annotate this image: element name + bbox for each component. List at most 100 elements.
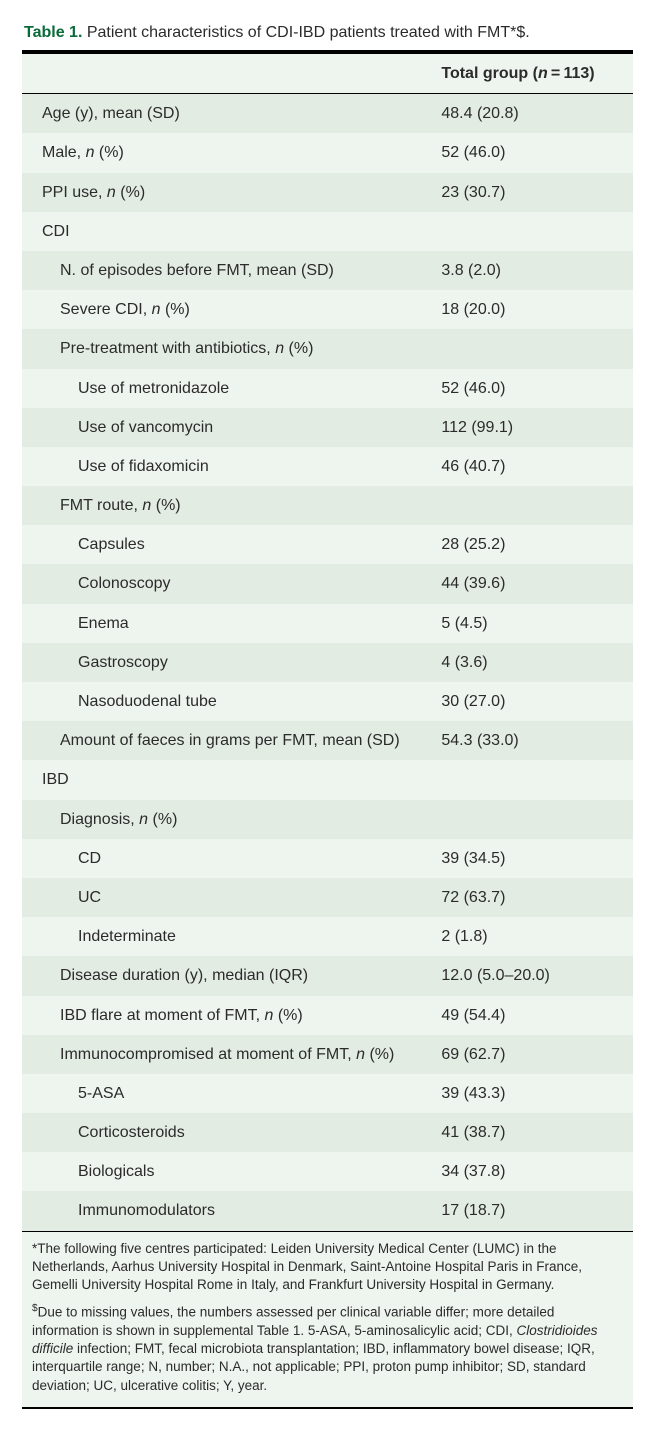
row-value: 69 (62.7) bbox=[431, 1035, 633, 1074]
row-label: Enema bbox=[22, 604, 431, 643]
row-label: Male, n (%) bbox=[22, 133, 431, 172]
row-label-text: Indeterminate bbox=[32, 927, 421, 946]
row-label: Amount of faeces in grams per FMT, mean … bbox=[22, 721, 431, 760]
table-row: Biologicals 34 (37.8) bbox=[22, 1152, 633, 1191]
table-row: N. of episodes before FMT, mean (SD)3.8 … bbox=[22, 251, 633, 290]
row-label: IBD flare at moment of FMT, n (%) bbox=[22, 996, 431, 1035]
table-row: Amount of faeces in grams per FMT, mean … bbox=[22, 721, 633, 760]
row-label-text: Immunomodulators bbox=[32, 1201, 421, 1220]
row-label: FMT route, n (%) bbox=[22, 486, 431, 525]
row-label-text: FMT route, n (%) bbox=[32, 496, 421, 515]
table-row: CDI bbox=[22, 212, 633, 251]
row-label-text: Nasoduodenal tube bbox=[32, 692, 421, 711]
row-label-text: Colonoscopy bbox=[32, 574, 421, 593]
table-footnotes: *The following five centres participated… bbox=[22, 1232, 633, 1407]
table-row: Colonoscopy 44 (39.6) bbox=[22, 564, 633, 603]
table-title: Patient characteristics of CDI-IBD patie… bbox=[87, 24, 530, 41]
row-label-text: Corticosteroids bbox=[32, 1123, 421, 1142]
row-value: 30 (27.0) bbox=[431, 682, 633, 721]
row-label-text: CD bbox=[32, 849, 421, 868]
row-label: Severe CDI, n (%) bbox=[22, 290, 431, 329]
row-label: Use of metronidazole bbox=[22, 369, 431, 408]
table-row: Gastroscopy 4 (3.6) bbox=[22, 643, 633, 682]
row-value: 12.0 (5.0–20.0) bbox=[431, 956, 633, 995]
row-value: 17 (18.7) bbox=[431, 1191, 633, 1231]
row-label-text: IBD flare at moment of FMT, n (%) bbox=[32, 1006, 421, 1025]
table-row: Use of vancomycin 112 (99.1) bbox=[22, 408, 633, 447]
row-label: PPI use, n (%) bbox=[22, 173, 431, 212]
table-row: Immunomodulators 17 (18.7) bbox=[22, 1191, 633, 1231]
row-label-text: IBD bbox=[32, 770, 421, 789]
row-value: 18 (20.0) bbox=[431, 290, 633, 329]
row-label: Gastroscopy bbox=[22, 643, 431, 682]
row-label-text: Gastroscopy bbox=[32, 653, 421, 672]
row-label-text: Use of vancomycin bbox=[32, 418, 421, 437]
row-label: Age (y), mean (SD) bbox=[22, 94, 431, 134]
row-value: 52 (46.0) bbox=[431, 369, 633, 408]
row-label-text: Age (y), mean (SD) bbox=[32, 104, 421, 123]
row-label: IBD bbox=[22, 760, 431, 799]
table-row: Severe CDI, n (%)18 (20.0) bbox=[22, 290, 633, 329]
row-label: Capsules bbox=[22, 525, 431, 564]
table-body: Age (y), mean (SD)48.4 (20.8)Male, n (%)… bbox=[22, 94, 633, 1231]
row-label: Diagnosis, n (%) bbox=[22, 800, 431, 839]
table-row: Enema 5 (4.5) bbox=[22, 604, 633, 643]
row-value: 2 (1.8) bbox=[431, 917, 633, 956]
row-value: 34 (37.8) bbox=[431, 1152, 633, 1191]
row-value: 4 (3.6) bbox=[431, 643, 633, 682]
row-value: 3.8 (2.0) bbox=[431, 251, 633, 290]
row-label-text: PPI use, n (%) bbox=[32, 183, 421, 202]
table-row: Use of fidaxomicin 46 (40.7) bbox=[22, 447, 633, 486]
patient-characteristics-table: Total group (n = 113) Age (y), mean (SD)… bbox=[22, 52, 633, 1232]
footnote: $Due to missing values, the numbers asse… bbox=[32, 1302, 623, 1395]
row-label: Corticosteroids bbox=[22, 1113, 431, 1152]
row-value: 39 (43.3) bbox=[431, 1074, 633, 1113]
table-row: Nasoduodenal tube 30 (27.0) bbox=[22, 682, 633, 721]
table-row: Disease duration (y), median (IQR) 12.0 (… bbox=[22, 956, 633, 995]
table-row: Use of metronidazole52 (46.0) bbox=[22, 369, 633, 408]
header-total-group: Total group (n = 113) bbox=[431, 53, 633, 94]
row-value bbox=[431, 800, 633, 839]
row-label-text: CDI bbox=[32, 222, 421, 241]
row-value: 46 (40.7) bbox=[431, 447, 633, 486]
table-wrap: Total group (n = 113) Age (y), mean (SD)… bbox=[22, 50, 633, 1409]
row-label-text: Use of fidaxomicin bbox=[32, 457, 421, 476]
table-row: CD 39 (34.5) bbox=[22, 839, 633, 878]
row-label-text: Biologicals bbox=[32, 1162, 421, 1181]
row-label: Disease duration (y), median (IQR) bbox=[22, 956, 431, 995]
row-value: 5 (4.5) bbox=[431, 604, 633, 643]
table-row: FMT route, n (%) bbox=[22, 486, 633, 525]
table-row: Immunocompromised at moment of FMT, n (%… bbox=[22, 1035, 633, 1074]
row-label: Immunomodulators bbox=[22, 1191, 431, 1231]
row-value: 41 (38.7) bbox=[431, 1113, 633, 1152]
row-label: Nasoduodenal tube bbox=[22, 682, 431, 721]
row-value: 112 (99.1) bbox=[431, 408, 633, 447]
row-value: 49 (54.4) bbox=[431, 996, 633, 1035]
row-value: 39 (34.5) bbox=[431, 839, 633, 878]
row-value: 52 (46.0) bbox=[431, 133, 633, 172]
row-label-text: Disease duration (y), median (IQR) bbox=[32, 966, 421, 985]
row-value: 72 (63.7) bbox=[431, 878, 633, 917]
row-value: 23 (30.7) bbox=[431, 173, 633, 212]
row-label: Immunocompromised at moment of FMT, n (%… bbox=[22, 1035, 431, 1074]
row-value: 54.3 (33.0) bbox=[431, 721, 633, 760]
row-value bbox=[431, 212, 633, 251]
row-value: 44 (39.6) bbox=[431, 564, 633, 603]
table-label: Table 1. bbox=[24, 24, 82, 41]
row-label-text: Male, n (%) bbox=[32, 143, 421, 162]
row-label: Use of vancomycin bbox=[22, 408, 431, 447]
table-row: Pre-treatment with antibiotics, n (%) bbox=[22, 329, 633, 368]
row-label-text: UC bbox=[32, 888, 421, 907]
row-label: Biologicals bbox=[22, 1152, 431, 1191]
row-label: Colonoscopy bbox=[22, 564, 431, 603]
table-row: IBD bbox=[22, 760, 633, 799]
table-row: 5-ASA39 (43.3) bbox=[22, 1074, 633, 1113]
table-row: UC 72 (63.7) bbox=[22, 878, 633, 917]
header-blank bbox=[22, 53, 431, 94]
row-label: UC bbox=[22, 878, 431, 917]
row-label-text: Enema bbox=[32, 614, 421, 633]
table-row: Capsules28 (25.2) bbox=[22, 525, 633, 564]
row-label: CDI bbox=[22, 212, 431, 251]
row-label: Use of fidaxomicin bbox=[22, 447, 431, 486]
row-value: 28 (25.2) bbox=[431, 525, 633, 564]
